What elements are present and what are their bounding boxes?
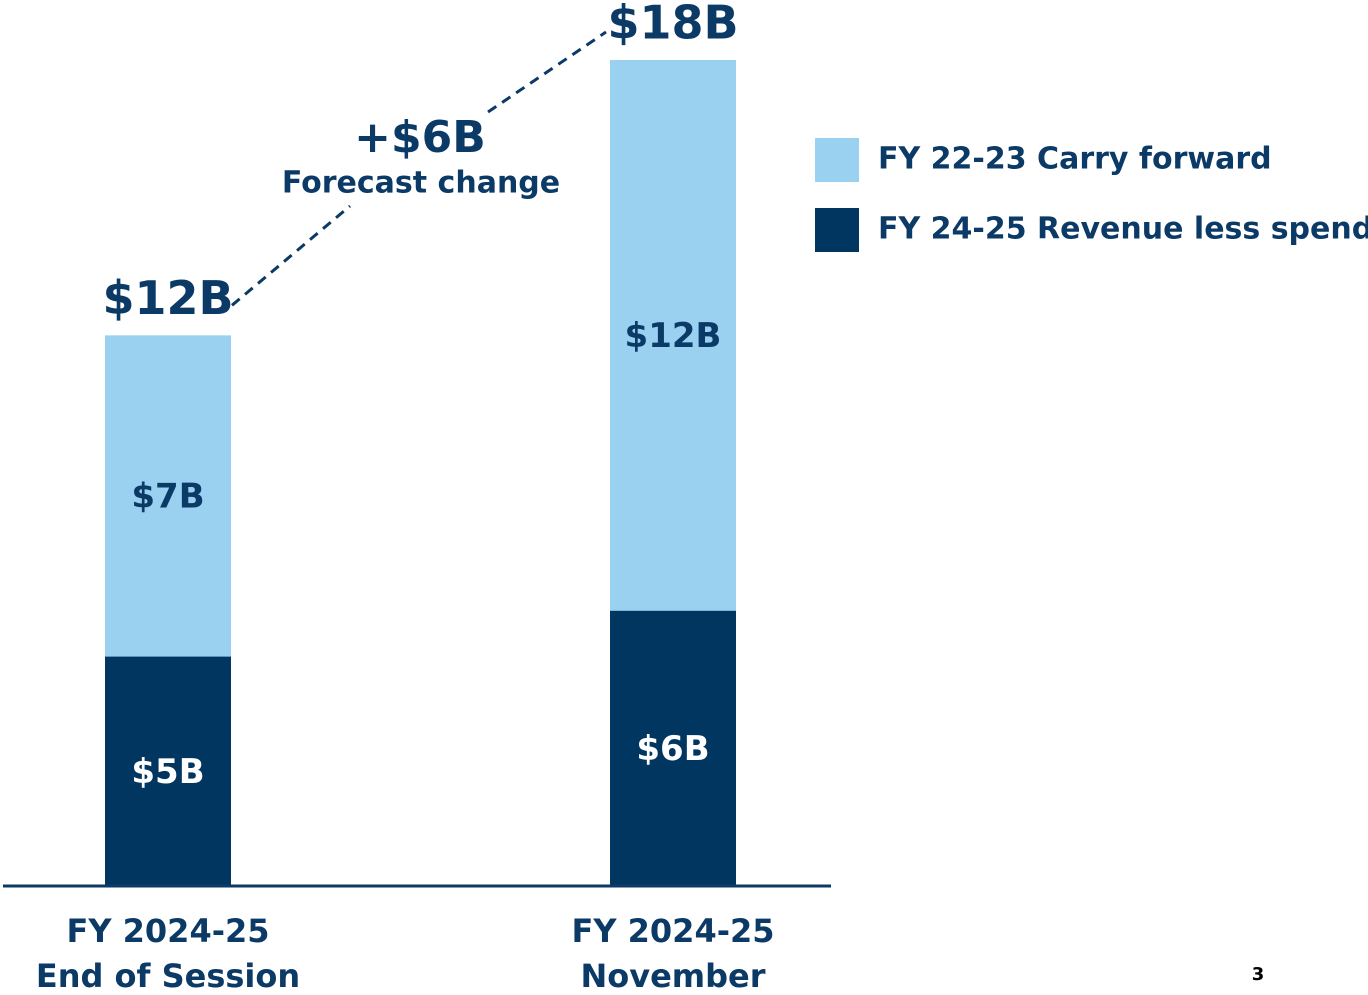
page-number: 3 [1252,964,1265,985]
total-label: $18B [607,0,738,50]
x-tick-label: November [580,957,765,995]
connector [231,204,351,307]
total-label: $12B [102,271,233,325]
annotation-value: +$6B [354,112,486,163]
value-label: $12B [625,316,722,356]
bar-segment [610,60,736,611]
annotation-text: Forecast change [282,166,560,201]
bar-segment [105,656,231,886]
value-label: $7B [131,476,204,516]
legend-label: FY 22-23 Carry forward [878,142,1272,177]
bar-segment [610,610,736,886]
value-label: $6B [636,729,709,769]
x-tick-label: End of Session [36,957,300,995]
value-label: $5B [131,752,204,792]
x-tick-label: FY 2024-25 [571,912,774,950]
x-tick-label: FY 2024-25 [66,912,269,950]
bar-segment [105,335,231,657]
legend-label: FY 24-25 Revenue less spending [878,212,1368,247]
legend-swatch [815,138,859,182]
connector [487,30,607,114]
legend-swatch [815,208,859,252]
